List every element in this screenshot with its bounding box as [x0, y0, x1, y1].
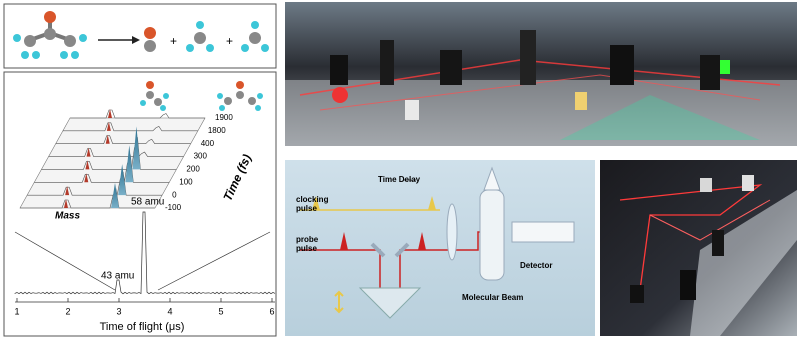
x-tick-label: 2: [65, 306, 70, 316]
x-tick-label: 4: [167, 306, 172, 316]
x-tick-label: 1: [14, 306, 19, 316]
zoom-line: [157, 231, 271, 291]
x-tick-label: 6: [269, 306, 274, 316]
nozzle: [483, 166, 501, 191]
x-axis-label: Time of flight (μs): [100, 321, 185, 333]
waterfall-traces: [20, 109, 205, 209]
reactant-molecule: [13, 11, 87, 59]
waterfall-peak: [108, 109, 112, 118]
waterfall-trace: [48, 148, 184, 157]
setup-diagram: [285, 160, 595, 336]
clocking-pulse-icon: [428, 196, 436, 210]
detector-label: Detector: [520, 261, 552, 270]
clocking-pulse-label: pulse: [296, 204, 317, 213]
waterfall-peak: [111, 183, 119, 208]
probe-pulse-label: probe: [296, 235, 319, 244]
waterfall-trace: [41, 137, 177, 170]
time-tick-label: 1800: [208, 126, 226, 135]
peak-label: 43 amu: [101, 271, 134, 282]
product-methyl-1: [186, 21, 214, 52]
waterfall-trace: [70, 109, 205, 119]
waterfall-peak: [118, 164, 127, 196]
spectrum-trace: [14, 211, 276, 295]
waterfall-peak: [84, 173, 89, 183]
time-tick-label: 400: [201, 139, 215, 148]
waterfall-trace: [27, 171, 163, 196]
beam-column: [479, 189, 505, 281]
molecular-beam-label: Molecular Beam: [462, 293, 523, 302]
waterfall-peak: [105, 134, 110, 144]
probe-pulse-icon: [418, 232, 426, 250]
detector-tube: [511, 221, 575, 243]
reaction-arrow-head: [132, 36, 140, 44]
waterfall-peak: [64, 199, 68, 208]
probe-beam: [300, 231, 500, 303]
plus: +: [170, 34, 177, 48]
waterfall-trace: [34, 154, 170, 183]
lens: [446, 203, 458, 261]
time-tick-label: 1900: [215, 113, 233, 122]
waterfall-peak: [125, 145, 134, 183]
probe-pulse-label: pulse: [296, 244, 317, 253]
delay-arrow: [334, 290, 344, 314]
time-tick-label: 100: [179, 177, 193, 186]
x-tick-label: 5: [218, 306, 223, 316]
time-tick-label: 300: [194, 152, 208, 161]
plus: +: [226, 34, 233, 48]
waterfall-trace: [62, 122, 198, 132]
optics-photo-detail: [619, 175, 797, 336]
probe-pulse-icon: [340, 232, 348, 250]
time-tick-label: -100: [165, 203, 182, 212]
mirrors: [370, 242, 410, 258]
time-delay-label: Time Delay: [378, 175, 421, 184]
small-molecules: [140, 81, 263, 111]
product-methyl-2: [241, 21, 269, 52]
clocking-pulse-label: clocking: [296, 195, 329, 204]
peak-label: 58 amu: [131, 197, 164, 208]
waterfall-peak: [132, 126, 141, 170]
waterfall-peak: [85, 160, 90, 170]
prism: [358, 287, 422, 319]
waterfall-peak: [65, 186, 70, 196]
product-co: [144, 27, 156, 52]
zoom-line: [14, 231, 116, 291]
waterfall-peak: [106, 121, 111, 131]
waterfall-trace: [55, 135, 191, 145]
lab-photo-detail: [285, 30, 797, 146]
clocking-pulse-icon: [312, 196, 320, 210]
waterfall-peak: [86, 147, 91, 157]
time-tick-label: 200: [186, 165, 200, 174]
waterfall-trace: [20, 188, 155, 209]
mass-label: Mass: [55, 211, 80, 222]
x-tick-label: 3: [116, 306, 121, 316]
time-tick-label: 0: [172, 190, 177, 199]
